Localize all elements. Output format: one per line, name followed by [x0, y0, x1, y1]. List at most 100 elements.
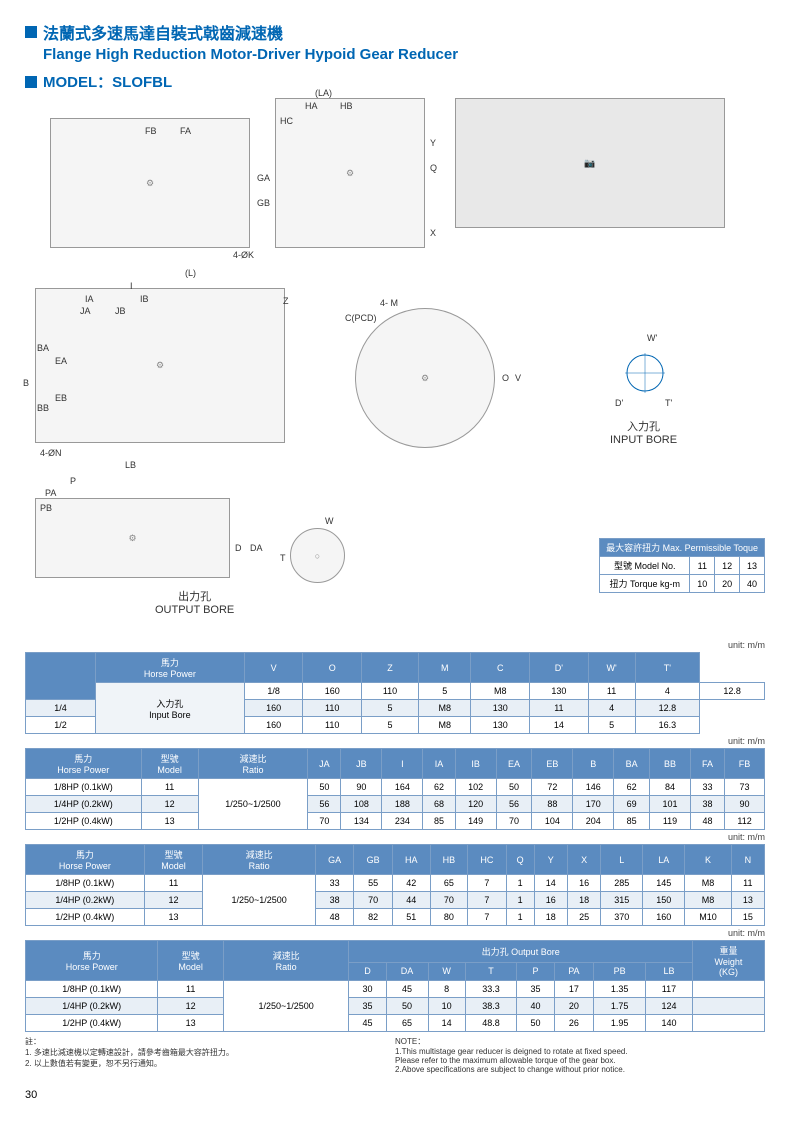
table-header: 減速比 Ratio [203, 845, 316, 875]
table-cell: 45 [386, 981, 428, 998]
table-cell: 1/2HP (0.4kW) [26, 1015, 158, 1032]
table-cell: 5 [362, 700, 419, 717]
notes-en-label: NOTE： [395, 1036, 765, 1047]
table-cell: 101 [650, 796, 691, 813]
table-cell: 4 [588, 700, 635, 717]
table-header: P [517, 962, 554, 980]
table-cell: 50 [386, 998, 428, 1015]
table-cell: M8 [419, 717, 471, 734]
table-header: Q [506, 845, 534, 875]
table-cell: 12 [715, 557, 740, 575]
table-header: C [471, 653, 530, 683]
table-cell: 65 [430, 875, 468, 892]
table-cell: 1/4HP (0.2kW) [26, 998, 158, 1015]
table-row: 1/2HP (0.4kW)13 48825180711825370160M101… [26, 909, 765, 926]
table-header: PB [594, 962, 646, 980]
table-cell: 4 [635, 683, 700, 700]
table-cell: 16 [567, 875, 600, 892]
table-cell: 150 [643, 892, 685, 909]
table-cell: 38 [315, 892, 354, 909]
table-cell: 1/8 [244, 683, 303, 700]
diag-label: GA [257, 173, 270, 183]
diag-label: C(PCD) [345, 313, 377, 323]
table-header: T' [635, 653, 700, 683]
table-cell: 146 [573, 779, 614, 796]
table-header: L [601, 845, 643, 875]
table-cell: 12.8 [700, 683, 765, 700]
diag-label: V [515, 373, 521, 383]
table-cell: M10 [685, 909, 731, 926]
diag-label: EB [55, 393, 67, 403]
diag-label: D [235, 543, 242, 553]
table-cell: 56 [308, 796, 341, 813]
table-cell: 90 [725, 796, 765, 813]
title-row: 法蘭式多速馬達自裝式戟齒減速機 [25, 20, 765, 44]
input-bore-diagram [615, 343, 675, 403]
table-cell: 11 [731, 875, 764, 892]
table-cell: 25 [567, 909, 600, 926]
table-cell: 11 [530, 700, 589, 717]
diag-label: Q [430, 163, 437, 173]
table-cell: 14 [428, 1015, 465, 1032]
diag-label: FA [180, 126, 191, 136]
diag-label: HA [305, 101, 318, 111]
table-cell: 130 [471, 717, 530, 734]
table-cell: 15 [731, 909, 764, 926]
table-cell: 12.8 [635, 700, 700, 717]
table-cell: 12 [158, 998, 223, 1015]
table-cell: 56 [496, 796, 532, 813]
table-cell: 88 [532, 796, 573, 813]
table-cell: 72 [532, 779, 573, 796]
diagram-side-view: ⚙ [275, 98, 425, 248]
diagram-bore-detail: ○ [290, 528, 345, 583]
table-cell: 160 [244, 717, 303, 734]
diag-label: I [130, 281, 133, 291]
table-cell: 50 [517, 1015, 554, 1032]
diag-label: X [430, 228, 436, 238]
table-row: 1/4HP (0.2kW)12 35501038.340201.75124 [26, 998, 765, 1015]
input-bore-table: 馬力 Horse Power V O Z M C D' W' T' 入力孔 In… [25, 652, 765, 734]
dimensions-table-1: 馬力 Horse Power 型號 Model 減速比 Ratio JA JB … [25, 748, 765, 830]
table-header: N [731, 845, 764, 875]
table-cell: 38.3 [465, 998, 517, 1015]
notes-en-1: 1.This multistage gear reducer is deigne… [395, 1047, 765, 1056]
table-cell: 20 [554, 998, 594, 1015]
table-header: T [465, 962, 517, 980]
table-cell: 70 [430, 892, 468, 909]
table-cell: 5 [588, 717, 635, 734]
table-cell: 13 [144, 909, 203, 926]
table-header: 馬力 Horse Power [26, 749, 142, 779]
table-cell: 12 [144, 892, 203, 909]
table-cell: 62 [614, 779, 650, 796]
input-bore-label: 入力孔 INPUT BORE [610, 418, 677, 446]
table-cell: 160 [244, 700, 303, 717]
table-row: 1/8HP (0.1kW)11 1/250~1/2500 3045833.335… [26, 981, 765, 998]
diag-label: PB [40, 503, 52, 513]
input-bore-en: INPUT BORE [610, 434, 677, 446]
input-bore-rowlabel: 入力孔 Input Bore [96, 683, 245, 734]
table-cell: 20 [715, 575, 740, 593]
output-bore-table: 馬力 Horse Power 型號 Model 減速比 Ratio 出力孔 Ou… [25, 940, 765, 1032]
diag-label: GB [257, 198, 270, 208]
table-header: PA [554, 962, 594, 980]
model-square-icon [25, 76, 37, 88]
torque-table: 最大容許扭力 Max. Permissible Toque 型號 Model N… [599, 538, 765, 593]
table-cell [692, 981, 764, 998]
table-header: W' [588, 653, 635, 683]
table-cell: 13 [141, 813, 198, 830]
model-text: MODEL：SLOFBL [43, 71, 172, 92]
title-chinese: 法蘭式多速馬達自裝式戟齒減速機 [43, 20, 283, 44]
table-cell: 85 [423, 813, 455, 830]
table-header: 型號 Model [144, 845, 203, 875]
table-header: JB [341, 749, 382, 779]
diag-label: FB [145, 126, 157, 136]
table-cell: M8 [471, 683, 530, 700]
table-header: HB [430, 845, 468, 875]
table-cell: 102 [455, 779, 496, 796]
table-cell: 70 [354, 892, 393, 909]
table-header: I [382, 749, 423, 779]
notes-cn-1: 1. 多速比減速機以定轉速設計，請參考齒箱最大容許扭力。 [25, 1047, 395, 1058]
product-photo: 📷 [455, 98, 725, 228]
diag-label: 4- M [380, 298, 398, 308]
table-cell: 1 [506, 892, 534, 909]
